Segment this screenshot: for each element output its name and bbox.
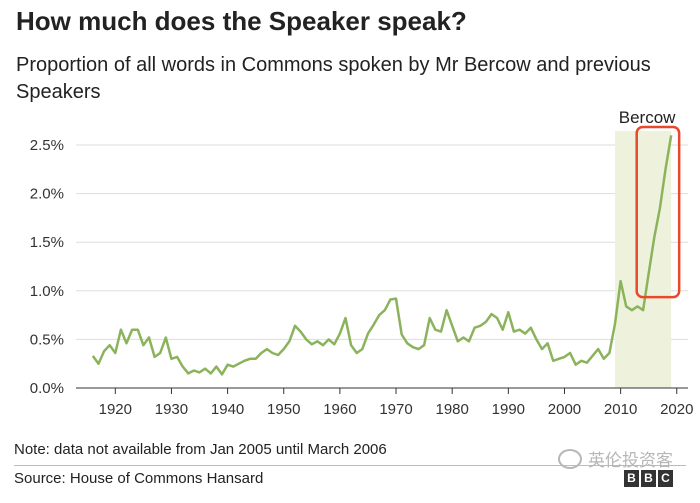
x-axis-labels: 1920 1930 1940 1950 1960 1970 1980 1990 2000 2010… [99, 401, 694, 418]
x-tick-label: 1920 [99, 401, 132, 418]
y-tick-label: 0.5% [30, 331, 64, 348]
bbc-logo-letter: B [624, 470, 639, 487]
x-tick-label: 1960 [323, 401, 356, 418]
grid-lines [76, 144, 688, 340]
x-tick-label: 2020 [660, 401, 693, 418]
x-tick-label: 2010 [604, 401, 637, 418]
recent-surge-highlight-box [635, 125, 681, 299]
wechat-watermark: 英伦投资客 [558, 446, 673, 471]
bbc-logo: B B C [624, 470, 673, 487]
y-tick-label: 2.5% [30, 137, 64, 154]
chart-subtitle: Proportion of all words in Commons spoke… [16, 54, 651, 103]
y-tick-label: 2.0% [30, 186, 64, 203]
x-tick-label: 1950 [267, 401, 300, 418]
x-tick-label: 1930 [155, 401, 188, 418]
y-tick-label: 1.5% [30, 234, 64, 251]
y-axis-labels: 0.0% 0.5% 1.0% 1.5% 2.0% 2.5% [30, 137, 64, 397]
speaker-share-line [91, 135, 673, 376]
bbc-logo-letter: C [658, 470, 673, 487]
watermark-text: 英伦投资客 [588, 451, 673, 470]
x-tick-label: 1940 [211, 401, 244, 418]
x-tick-label: 1970 [379, 401, 412, 418]
x-tick-label: 2000 [548, 401, 581, 418]
footer-divider [14, 465, 686, 466]
chart-note: Note: data not available from Jan 2005 u… [14, 441, 387, 458]
x-tick-label: 1990 [492, 401, 525, 418]
line-chart: 0.0% 0.5% 1.0% 1.5% 2.0% 2.5% 1920 1930 1940 195… [30, 108, 694, 418]
y-tick-label: 1.0% [30, 283, 64, 300]
bbc-logo-letter: B [641, 470, 656, 487]
chart-source: Source: House of Commons Hansard [14, 470, 264, 487]
chart-title: How much does the Speaker speak? [16, 6, 467, 36]
wechat-icon [558, 448, 582, 469]
x-axis [76, 387, 688, 394]
x-tick-label: 1980 [435, 401, 468, 418]
y-tick-label: 0.0% [30, 380, 64, 397]
bercow-label: Bercow [619, 108, 676, 127]
bercow-era-band [615, 131, 672, 388]
